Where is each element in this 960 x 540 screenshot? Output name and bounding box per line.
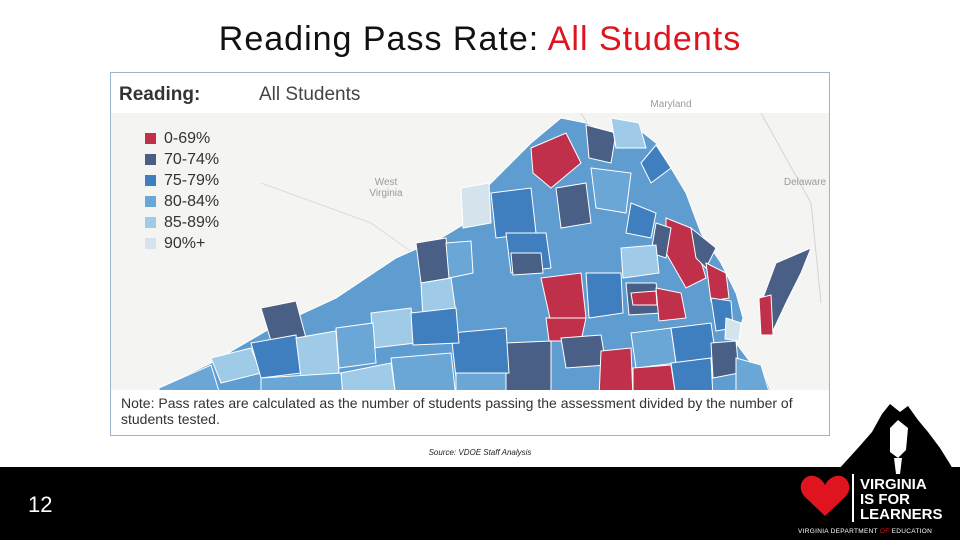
county-shape	[335, 322, 377, 369]
state-border-line	[760, 112, 822, 304]
dept-text-before: VIRGINIA DEPARTMENT	[798, 528, 880, 535]
logo-wordmark: VIRGINIA IS FOR LEARNERS	[860, 477, 943, 522]
choropleth-map: Reading: All Students Maryland West Virg…	[110, 72, 830, 436]
legend-label: 75-79%	[164, 171, 220, 189]
legend-item: 85-89%	[145, 212, 219, 233]
county-shape	[630, 290, 658, 306]
map-canvas	[158, 112, 822, 399]
county-shape	[295, 330, 340, 379]
legend-item: 0-69%	[145, 128, 219, 149]
slide-title: Reading Pass Rate: All Students	[0, 20, 960, 59]
county-shape	[450, 327, 510, 379]
title-accent: All Students	[547, 20, 742, 58]
legend-label: 90%+	[164, 234, 206, 252]
legend-swatch	[145, 196, 156, 207]
county-shape	[640, 144, 672, 184]
place-label-delaware: Delaware	[783, 177, 827, 188]
county-shape	[620, 244, 660, 279]
map-note: Note: Pass rates are calculated as the n…	[111, 390, 829, 435]
county-shape	[370, 307, 417, 349]
legend-swatch	[145, 217, 156, 228]
map-subject-label: Reading:	[119, 84, 201, 105]
county-shape	[610, 117, 647, 149]
source-caption: Source: VDOE Staff Analysis	[428, 448, 532, 457]
legend-item: 70-74%	[145, 149, 219, 170]
dept-text-of: OF	[879, 528, 890, 535]
county-shape	[585, 124, 617, 164]
county-shape	[710, 340, 740, 379]
logo-line-2: IS FOR	[860, 491, 911, 508]
logo-line-1: VIRGINIA	[860, 476, 927, 493]
legend-label: 80-84%	[164, 192, 220, 210]
map-group-label: All Students	[259, 84, 361, 105]
torch-handle-icon	[894, 458, 902, 474]
county-shape	[655, 287, 687, 322]
county-shape	[705, 262, 730, 302]
county-shape	[445, 240, 474, 279]
county-shape	[630, 327, 677, 369]
dept-text-after: EDUCATION	[889, 528, 933, 535]
logo-divider	[852, 474, 854, 522]
heart-icon	[800, 475, 850, 516]
legend-swatch	[145, 238, 156, 249]
county-shape	[758, 294, 774, 336]
torch-icon	[890, 420, 908, 458]
logo-line-3: LEARNERS	[860, 506, 943, 523]
legend-swatch	[145, 154, 156, 165]
title-prefix: Reading Pass Rate:	[218, 20, 548, 58]
county-shape	[585, 272, 624, 319]
legend-item: 75-79%	[145, 170, 219, 191]
legend-label: 0-69%	[164, 129, 211, 147]
place-label-west-virginia: West Virginia	[369, 177, 403, 199]
map-header: Reading: All Students	[111, 73, 829, 113]
logo-department-text: VIRGINIA DEPARTMENT OF EDUCATION	[798, 528, 932, 535]
page-number: 12	[28, 492, 53, 517]
legend-item: 80-84%	[145, 191, 219, 212]
county-patches	[158, 117, 772, 399]
county-shape	[590, 167, 632, 214]
county-shape	[410, 307, 460, 346]
county-shape	[625, 202, 657, 239]
county-shape	[560, 334, 607, 369]
county-shape	[555, 182, 592, 229]
county-shape	[510, 252, 544, 276]
map-legend: 0-69% 70-74% 75-79% 80-84% 85-89% 90%+	[145, 128, 219, 254]
county-shape	[724, 317, 742, 342]
legend-swatch	[145, 133, 156, 144]
county-shape	[460, 182, 492, 229]
legend-label: 85-89%	[164, 213, 220, 231]
county-shape	[530, 132, 582, 189]
legend-swatch	[145, 175, 156, 186]
legend-item: 90%+	[145, 233, 219, 254]
legend-label: 70-74%	[164, 150, 220, 168]
county-shape	[490, 187, 537, 239]
county-shape	[670, 322, 717, 364]
place-label-maryland: Maryland	[650, 99, 692, 110]
county-shape	[690, 226, 717, 269]
